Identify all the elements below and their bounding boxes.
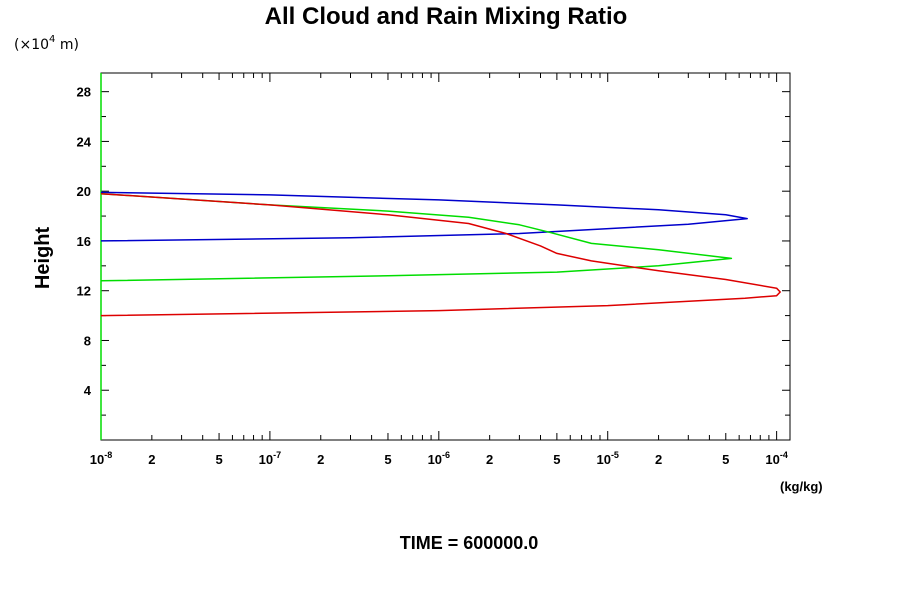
series-line-3 <box>100 192 781 317</box>
x-tick-label-exponent: -4 <box>780 450 788 460</box>
x-tick-label: 2 <box>317 452 324 467</box>
x-tick-label-base: 10 <box>90 452 104 467</box>
y-tick-label: 28 <box>77 85 91 100</box>
x-tick-label: 10-6 <box>428 450 450 467</box>
x-tick-label-exponent: -5 <box>611 450 619 460</box>
series-line-2 <box>100 192 733 282</box>
x-tick-label-base: 5 <box>553 452 560 467</box>
time-annotation-value: 600000.0 <box>463 533 538 553</box>
x-tick-label-exponent: -6 <box>442 450 450 460</box>
y-unit-label: (×104 m) <box>14 34 79 53</box>
x-tick-label-exponent: -7 <box>273 450 281 460</box>
plot-frame <box>100 72 791 441</box>
x-tick-label: 10-8 <box>90 450 112 467</box>
y-tick-label: 24 <box>77 134 92 149</box>
x-tick-label: 2 <box>486 452 493 467</box>
series-line-1 <box>100 191 748 242</box>
x-tick-label: 5 <box>553 452 560 467</box>
y-axis-label: Height <box>32 227 54 290</box>
x-tick-label-base: 10 <box>259 452 273 467</box>
x-tick-label-base: 10 <box>428 452 442 467</box>
x-tick-label-base: 5 <box>722 452 729 467</box>
x-tick-label-base: 2 <box>486 452 493 467</box>
x-tick-label: 10-4 <box>765 450 787 467</box>
x-tick-label-exponent: -8 <box>104 450 112 460</box>
x-tick-label: 2 <box>655 452 662 467</box>
x-tick-label: 5 <box>215 452 222 467</box>
y-tick-label: 16 <box>77 234 91 249</box>
x-tick-label: 5 <box>384 452 391 467</box>
chart-title: All Cloud and Rain Mixing Ratio <box>265 3 628 30</box>
x-tick-label-base: 10 <box>596 452 610 467</box>
x-tick-label-base: 5 <box>215 452 222 467</box>
x-tick-label: 10-5 <box>596 450 618 467</box>
y-tick-label: 8 <box>84 333 91 348</box>
y-tick-label: 4 <box>84 383 92 398</box>
x-tick-label-base: 2 <box>655 452 662 467</box>
x-tick-label-base: 2 <box>317 452 324 467</box>
y-tick-label: 20 <box>77 184 91 199</box>
y-unit-exponent: 4 <box>49 34 55 45</box>
x-tick-label-base: 10 <box>765 452 779 467</box>
y-tick-label: 12 <box>77 284 91 299</box>
x-tick-label: 2 <box>148 452 155 467</box>
time-annotation-prefix: TIME = <box>400 533 464 553</box>
x-tick-label-base: 5 <box>384 452 391 467</box>
x-tick-label: 10-7 <box>259 450 281 467</box>
y-unit-prefix: (×10 <box>14 37 49 53</box>
time-annotation: TIME = 600000.0 <box>400 533 539 553</box>
x-unit-label: (kg/kg) <box>780 479 823 494</box>
y-unit-suffix: m) <box>55 37 79 53</box>
x-tick-label: 5 <box>722 452 729 467</box>
x-tick-label-base: 2 <box>148 452 155 467</box>
